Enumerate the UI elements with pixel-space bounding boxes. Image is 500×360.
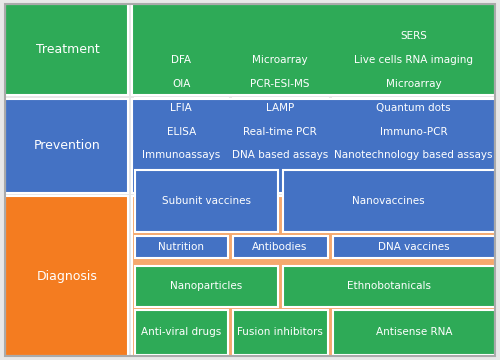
Bar — [232, 236, 328, 258]
Bar — [135, 122, 228, 143]
Bar — [135, 73, 228, 95]
Bar — [232, 73, 328, 95]
Text: Subunit vaccines: Subunit vaccines — [162, 196, 251, 206]
Bar — [232, 98, 328, 119]
Bar — [232, 122, 328, 143]
Text: LAMP: LAMP — [266, 103, 294, 113]
Bar — [132, 99, 495, 193]
Bar — [135, 236, 228, 258]
Text: DNA based assays: DNA based assays — [232, 150, 328, 160]
Text: PCR-ESI-MS: PCR-ESI-MS — [250, 79, 310, 89]
Bar — [132, 4, 495, 95]
Text: Ethnobotanicals: Ethnobotanicals — [347, 281, 431, 291]
Bar — [135, 146, 228, 164]
Text: Nanovaccines: Nanovaccines — [352, 196, 425, 206]
Bar — [282, 266, 495, 307]
Text: DNA vaccines: DNA vaccines — [378, 242, 450, 252]
Bar — [5, 99, 128, 193]
Bar — [332, 24, 495, 47]
Text: ELISA: ELISA — [166, 127, 196, 138]
Text: Antibodies: Antibodies — [252, 242, 308, 252]
Bar — [135, 98, 228, 119]
Text: DFA: DFA — [172, 55, 192, 65]
Text: Treatment: Treatment — [36, 43, 100, 56]
Text: Nanotechnology based assays: Nanotechnology based assays — [334, 150, 493, 160]
Text: Microarray: Microarray — [386, 79, 442, 89]
Text: LFIA: LFIA — [170, 103, 192, 113]
Bar — [332, 98, 495, 119]
Bar — [332, 73, 495, 95]
Bar — [232, 146, 328, 164]
Bar — [332, 236, 495, 258]
Bar — [332, 310, 495, 355]
Bar — [132, 196, 495, 356]
Text: Quantum dots: Quantum dots — [376, 103, 451, 113]
Text: SERS: SERS — [400, 31, 427, 41]
Text: Immuno-PCR: Immuno-PCR — [380, 127, 448, 138]
Bar — [332, 122, 495, 143]
Bar — [135, 49, 228, 71]
Text: Fusion inhibitors: Fusion inhibitors — [237, 327, 323, 337]
Text: Nanoparticles: Nanoparticles — [170, 281, 242, 291]
Text: Anti-viral drugs: Anti-viral drugs — [141, 327, 222, 337]
Bar — [5, 4, 128, 95]
Text: Real-time PCR: Real-time PCR — [243, 127, 317, 138]
Text: Microarray: Microarray — [252, 55, 308, 65]
Bar — [135, 310, 228, 355]
Text: Antisense RNA: Antisense RNA — [376, 327, 452, 337]
Text: Immunoassays: Immunoassays — [142, 150, 220, 160]
Text: Nutrition: Nutrition — [158, 242, 204, 252]
Text: Diagnosis: Diagnosis — [37, 270, 98, 283]
Bar — [232, 49, 328, 71]
Bar — [232, 310, 328, 355]
Bar — [332, 49, 495, 71]
Text: Prevention: Prevention — [34, 139, 101, 152]
Text: Live cells RNA imaging: Live cells RNA imaging — [354, 55, 473, 65]
Bar — [135, 170, 278, 232]
Text: OIA: OIA — [172, 79, 191, 89]
Bar — [282, 170, 495, 232]
Bar — [135, 266, 278, 307]
Bar — [332, 146, 495, 164]
Bar — [5, 196, 128, 356]
